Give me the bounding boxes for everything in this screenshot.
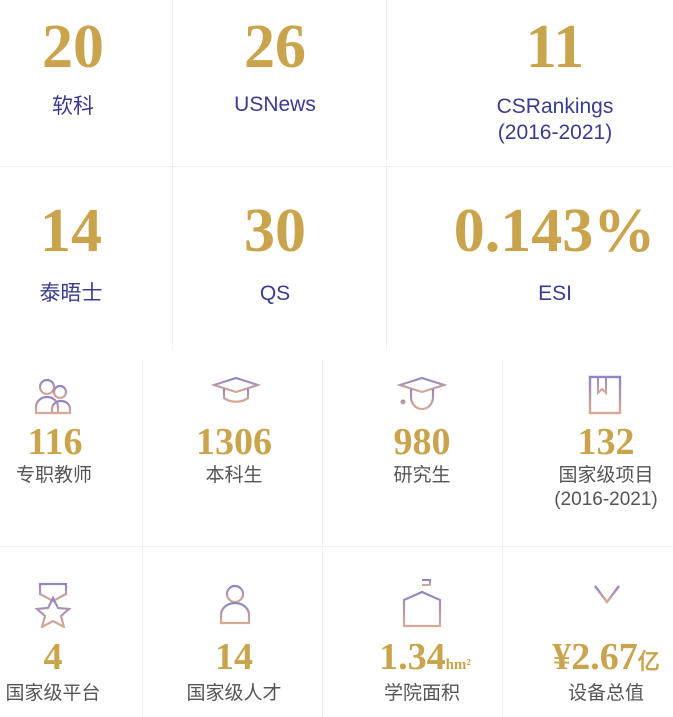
ranking-value-ruanke: 20: [42, 13, 104, 81]
building-icon: [402, 579, 442, 628]
ranking-value-times: 14: [40, 197, 102, 265]
ranking-label-esi: ESI: [538, 282, 572, 305]
bookmark-book-icon: [588, 375, 622, 415]
stat-value-postgrad: 980: [393, 421, 451, 463]
ranking-label-csrankings: CSRankings: [496, 95, 614, 118]
stat-label-platforms: 国家级平台: [5, 683, 101, 704]
teachers-icon: [34, 378, 72, 415]
star-badge-icon: [34, 582, 72, 628]
stat-value-equipment: ¥2.67亿: [552, 636, 660, 678]
divider: [0, 546, 673, 547]
stat-label-projects: 国家级项目: [558, 465, 654, 486]
divider: [142, 360, 143, 717]
yen-icon: [594, 585, 620, 622]
stat-label-area: 学院面积: [383, 683, 460, 704]
ranking-sub-csrankings: (2016-2021): [497, 121, 613, 144]
ranking-label-ruanke: 软科: [52, 95, 94, 118]
ranking-value-csrankings: 11: [525, 13, 585, 81]
stat-label-undergrad: 本科生: [205, 465, 263, 486]
stat-label-teachers: 专职教师: [15, 465, 92, 486]
stat-label-equipment: 设备总值: [567, 683, 644, 704]
divider: [0, 166, 673, 167]
ranking-label-times: 泰晤士: [39, 282, 103, 305]
stat-value-undergrad: 1306: [196, 421, 272, 463]
ranking-label-usnews: USNews: [234, 93, 316, 116]
stat-label-postgrad: 研究生: [393, 465, 451, 486]
divider: [502, 360, 503, 717]
ranking-label-qs: QS: [259, 282, 291, 305]
graduate-student-icon: [397, 376, 447, 411]
stat-sub-projects: (2016-2021): [554, 489, 658, 510]
ranking-value-usnews: 26: [244, 13, 306, 81]
stat-value-talents: 14: [215, 636, 253, 678]
stat-value-area: 1.34hm²: [379, 636, 471, 678]
ranking-value-esi: 0.143%: [453, 197, 656, 265]
divider: [322, 360, 323, 717]
divider: [172, 0, 173, 350]
divider: [386, 0, 387, 350]
stat-label-talents: 国家级人才: [186, 683, 282, 704]
graduation-cap-icon: [212, 376, 260, 403]
stat-value-platforms: 4: [43, 636, 63, 678]
stat-value-teachers: 116: [27, 421, 83, 463]
ranking-value-qs: 30: [244, 197, 306, 265]
person-icon: [219, 584, 251, 625]
stat-value-projects: 132: [577, 421, 635, 463]
